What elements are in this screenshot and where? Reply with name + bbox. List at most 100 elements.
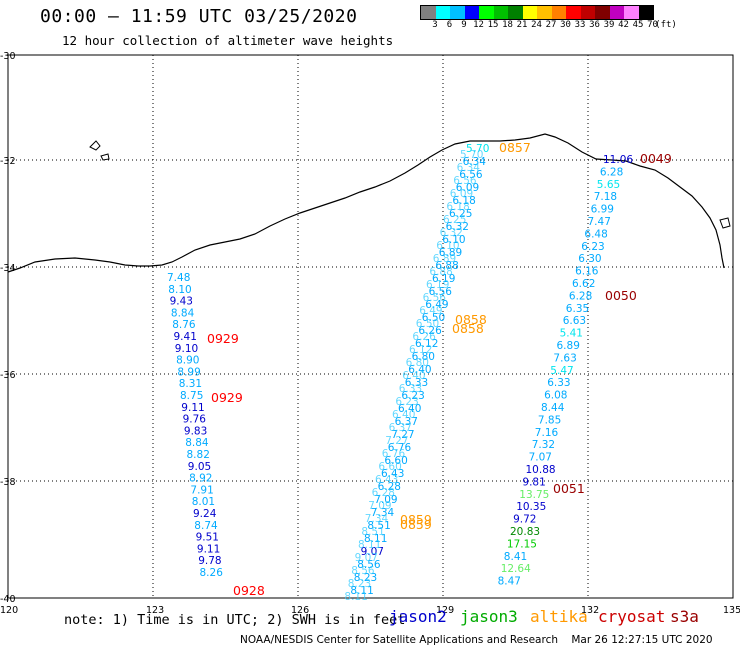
swh-value: 6.28	[569, 290, 592, 302]
swh-value: 6.63	[563, 315, 586, 327]
color-scale-swatch	[522, 6, 537, 19]
swh-value: 7.34	[371, 507, 395, 519]
swh-value: 9.51	[196, 532, 219, 544]
swh-value: 6.23	[395, 396, 418, 408]
swh-value: 7.16	[535, 427, 559, 439]
island-outline	[719, 217, 731, 229]
color-scale-swatch	[464, 6, 479, 19]
swh-value: 8.26	[200, 567, 224, 579]
pass-time-label: 0929	[211, 390, 243, 405]
color-scale-labels: 3 6 9 12 15 18 21 24 27 30 33 36 39 42 45 70 (ft)	[420, 20, 740, 34]
color-scale-swatch	[421, 6, 436, 19]
swh-value: 8.11	[364, 533, 387, 545]
swh-value: 6.26	[418, 325, 442, 337]
swh-value: 9.72	[513, 514, 536, 526]
swh-value: 6.99	[591, 204, 614, 216]
swh-value: 6.89	[439, 247, 462, 259]
page-title: 00:00 – 11:59 UTC 03/25/2020	[40, 6, 358, 27]
swh-value: 6.25	[443, 214, 466, 226]
pass-time-label: 0928	[233, 583, 265, 598]
pass-time-label: 0049	[640, 151, 672, 166]
swh-value: 6.37	[395, 416, 418, 428]
swh-value: 8.10	[168, 284, 191, 296]
swh-value: 8.76	[172, 319, 196, 331]
color-scale-swatch	[580, 6, 595, 19]
map-frame	[7, 54, 734, 599]
swh-value: 8.75	[180, 390, 203, 402]
latitude-tick-label: -32	[0, 156, 16, 167]
swh-value: 6.40	[408, 364, 431, 376]
swh-value: 6.28	[600, 166, 623, 178]
color-scale-label: 70	[647, 20, 658, 30]
color-scale-label: 18	[502, 20, 513, 30]
color-scale-label: 36	[589, 20, 600, 30]
swh-value: 6.50	[422, 312, 445, 324]
swh-value: 8.23	[348, 578, 371, 590]
swh-value: 20.83	[510, 526, 540, 538]
color-scale-swatch	[609, 6, 624, 19]
swh-value: 7.63	[553, 352, 576, 364]
island-outline	[89, 140, 101, 151]
swh-value: 6.33	[547, 377, 570, 389]
longitude-tick-label: 135	[723, 605, 740, 616]
longitude-tick-label: 120	[0, 605, 18, 616]
pass-time-label: 0858	[455, 312, 487, 327]
color-scale-label: 42	[618, 20, 629, 30]
swh-value: 6.33	[405, 377, 428, 389]
pass-time-label: 0051	[553, 481, 585, 496]
swh-value: 6.23	[581, 241, 604, 253]
swh-value: 7.47	[588, 216, 611, 228]
swh-value: 6.12	[415, 338, 438, 350]
swh-value: 11.06	[603, 154, 633, 166]
swh-value: 6.76	[382, 448, 406, 460]
island-outline	[100, 153, 110, 161]
swh-value: 8.41	[504, 551, 527, 563]
swh-value: 6.30	[578, 253, 601, 265]
swh-value: 6.28	[378, 481, 401, 493]
swh-value: 6.33	[399, 383, 422, 395]
footer-credit: NOAA/NESDIS Center for Satellite Applica…	[240, 634, 713, 646]
swh-value: 6.18	[446, 201, 469, 213]
color-scale-swatch	[624, 6, 639, 19]
swh-value: 8.23	[354, 572, 377, 584]
coastline	[7, 133, 725, 273]
swh-value: 7.85	[538, 414, 561, 426]
swh-value: 6.23	[401, 390, 424, 402]
swh-value: 13.75	[519, 489, 549, 501]
pass-time-label: 0859	[400, 512, 432, 527]
longitude-tick-label: 123	[146, 605, 164, 616]
pass-time-label: 0858	[452, 321, 484, 336]
swh-value: 6.80	[406, 357, 429, 369]
latitude-tick-label: -40	[0, 594, 16, 605]
swh-value: 6.49	[419, 305, 442, 317]
color-scale-swatch	[435, 6, 450, 19]
latitude-tick-label: -36	[0, 370, 16, 381]
swh-value: 6.26	[412, 331, 436, 343]
longitude-tick-label: 132	[581, 605, 599, 616]
color-scale-label: 12	[473, 20, 484, 30]
swh-value: 6.09	[456, 182, 479, 194]
swh-value: 8.99	[177, 366, 200, 378]
color-scale-label: 39	[603, 20, 615, 30]
swh-value: 7.34	[365, 513, 389, 525]
swh-value: 6.40	[402, 370, 425, 382]
swh-value: 6.18	[452, 195, 475, 207]
swh-value: 6.56	[429, 286, 453, 298]
swh-value: 6.56	[459, 169, 483, 181]
swh-value: 6.56	[423, 292, 447, 304]
color-scale-label: 3	[432, 20, 438, 30]
swh-value: 6.60	[378, 461, 401, 473]
swh-value: 9.07	[355, 552, 378, 564]
swh-value: 9.10	[175, 343, 198, 355]
swh-value: 9.78	[198, 555, 221, 567]
color-scale-bar	[420, 5, 654, 20]
swh-value: 6.09	[450, 188, 473, 200]
swh-value: 9.81	[522, 476, 545, 488]
color-scale-swatch	[551, 6, 566, 19]
swh-value: 6.89	[557, 340, 580, 352]
swh-value: 6.48	[584, 228, 607, 240]
swh-value: 6.12	[409, 344, 432, 356]
swh-value: 6.10	[436, 240, 459, 252]
swh-value: 7.27	[385, 435, 408, 447]
